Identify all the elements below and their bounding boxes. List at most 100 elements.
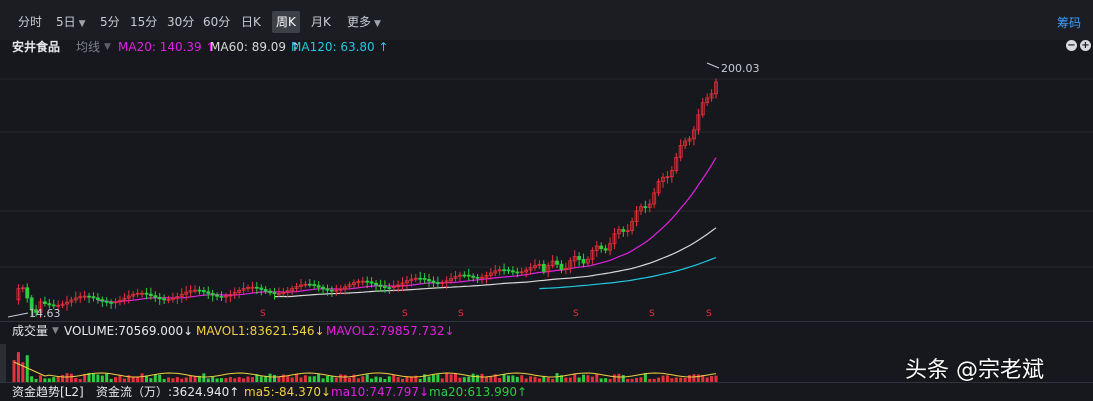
volume-bar (604, 378, 608, 382)
candle-body (215, 294, 219, 297)
volume-bar (714, 375, 718, 382)
tab-5day[interactable]: 5日 ▼ (56, 15, 86, 29)
candle-body (122, 297, 127, 301)
candle-body (387, 287, 392, 289)
tab-weekly-k[interactable]: 周K (272, 11, 300, 33)
candle-body (78, 296, 83, 299)
tab-30min[interactable]: 30分 (167, 15, 195, 29)
candle-body (502, 269, 506, 272)
volume-bar (506, 375, 510, 382)
fund-ma5-value: ma5:-84.370↓ (244, 385, 332, 399)
chevron-down-icon[interactable]: ▼ (52, 326, 59, 336)
volume-bar (180, 378, 184, 382)
candle-body (559, 263, 564, 270)
candle-body (82, 295, 87, 298)
volume-bar (61, 374, 65, 382)
volume-bar (480, 373, 484, 382)
volume-bar (334, 377, 338, 382)
candle-body (391, 286, 396, 289)
volume-bar (21, 362, 25, 382)
candle-body (511, 270, 515, 273)
candle-body (250, 286, 255, 289)
candle-body (603, 248, 608, 251)
candle-body (316, 285, 321, 288)
plus-icon[interactable]: + (1080, 40, 1091, 51)
tab-5min[interactable]: 5分 (100, 15, 120, 29)
candle-body (471, 275, 476, 278)
volume-bar (250, 377, 254, 382)
volume-bar (409, 376, 413, 382)
volume-bar (12, 360, 16, 382)
ma60-line (274, 227, 717, 298)
minus-icon[interactable]: − (1066, 40, 1077, 51)
volume-bar (378, 377, 382, 382)
candle-body (687, 138, 692, 142)
volume-bar (339, 374, 343, 382)
volume-bar (224, 378, 228, 382)
candle-body (700, 102, 705, 116)
volume-bar (361, 376, 365, 382)
candle-body (232, 292, 237, 295)
volume-bar (149, 378, 153, 382)
candle-body (277, 293, 281, 295)
volume-bar (237, 377, 241, 382)
candle-body (153, 295, 158, 298)
indicator-select[interactable]: 均线 (76, 40, 101, 54)
volume-bar (524, 378, 528, 382)
candle-body (519, 271, 524, 274)
candle-body (581, 259, 586, 264)
candle-body (480, 276, 484, 279)
volume-bar (696, 374, 700, 382)
tab-intraday[interactable]: 分时 (18, 15, 43, 29)
tab-more[interactable]: 更多 ▼ (347, 15, 381, 29)
volume-bar (657, 377, 661, 382)
candle-body (34, 309, 38, 313)
candle-body (683, 140, 687, 146)
volume-bar (189, 376, 193, 382)
tab-15min[interactable]: 15分 (130, 15, 158, 29)
volume-bar (211, 376, 215, 382)
volume-bar (493, 374, 497, 382)
candle-body (334, 289, 339, 292)
tab-60min[interactable]: 60分 (203, 15, 231, 29)
candle-body (263, 289, 268, 292)
volume-bar (47, 378, 51, 382)
signal-marker: S (458, 309, 464, 319)
tab-daily-k[interactable]: 日K (241, 15, 261, 29)
volume-bar (356, 378, 360, 382)
candle-body (378, 284, 383, 287)
candle-body (568, 260, 573, 269)
mavol2-value: MAVOL2:79857.732↓ (326, 324, 455, 338)
chevron-down-icon[interactable]: ▼ (104, 42, 111, 52)
candle-body (369, 281, 374, 284)
volume-bar (577, 377, 581, 382)
high-marker-line (706, 62, 720, 69)
volume-bar (87, 373, 91, 382)
volume-bar (365, 374, 369, 382)
chips-button[interactable]: 筹码 (1056, 16, 1081, 30)
mavol1-value: MAVOL1:83621.546↓ (196, 324, 325, 338)
volume-bar (652, 378, 656, 382)
candle-body (321, 286, 325, 290)
volume-bar (52, 377, 56, 382)
candle-body (329, 289, 334, 292)
volume-bar (158, 374, 162, 382)
volume-bar (317, 373, 321, 382)
candle-body (418, 277, 423, 280)
candle-body (69, 299, 74, 303)
candle-body (352, 282, 356, 286)
candle-body (555, 260, 559, 265)
volume-bar (38, 375, 42, 382)
mavol1-line (13, 361, 717, 378)
volume-bar (449, 374, 453, 382)
tab-monthly-k[interactable]: 月K (311, 15, 331, 29)
candle-body (563, 267, 568, 270)
volume-bar (343, 374, 347, 382)
candle-body (171, 297, 175, 300)
candle-body (374, 282, 378, 286)
volume-bar (100, 375, 104, 382)
volume-bar (220, 378, 224, 382)
volume-bar (167, 377, 171, 382)
candle-body (444, 280, 449, 283)
candle-body (625, 230, 630, 232)
